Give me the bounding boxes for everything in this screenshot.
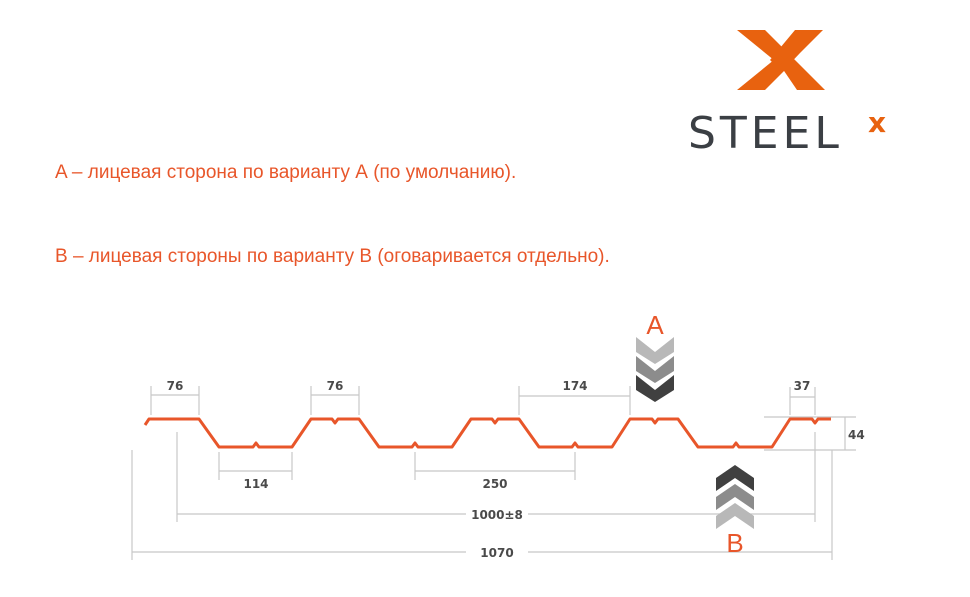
dimension-labels: 76 76 174 37 44 114 250 1000±8 1070 — [167, 379, 865, 560]
dim-bottom-width: 114 — [243, 477, 268, 491]
logo-superscript: x — [868, 106, 886, 139]
dim-total-width: 1070 — [480, 546, 513, 560]
dim-top-width-1: 76 — [167, 379, 184, 393]
dim-height: 44 — [848, 428, 865, 442]
dim-pitch: 250 — [482, 477, 507, 491]
side-a-label: A — [646, 310, 664, 340]
logo-x-mark-icon — [737, 30, 825, 90]
dimension-lines — [131, 386, 856, 560]
side-b-chevrons-icon — [716, 465, 754, 529]
side-a-chevrons-icon — [636, 337, 674, 402]
sheet-profile — [143, 417, 831, 449]
logo-text: STEEL — [688, 108, 843, 159]
side-b-label: B — [726, 528, 743, 558]
dim-working-width: 1000±8 — [471, 508, 523, 522]
steelx-logo: STEEL x — [688, 30, 886, 159]
description-side-b: B – лицевая стороны по варианту B (огова… — [55, 246, 610, 267]
dim-top-width-2: 76 — [327, 379, 344, 393]
dim-top-gap: 174 — [562, 379, 587, 393]
description-side-a: A – лицевая сторона по варианту А (по ум… — [55, 162, 517, 183]
dim-edge: 37 — [794, 379, 811, 393]
